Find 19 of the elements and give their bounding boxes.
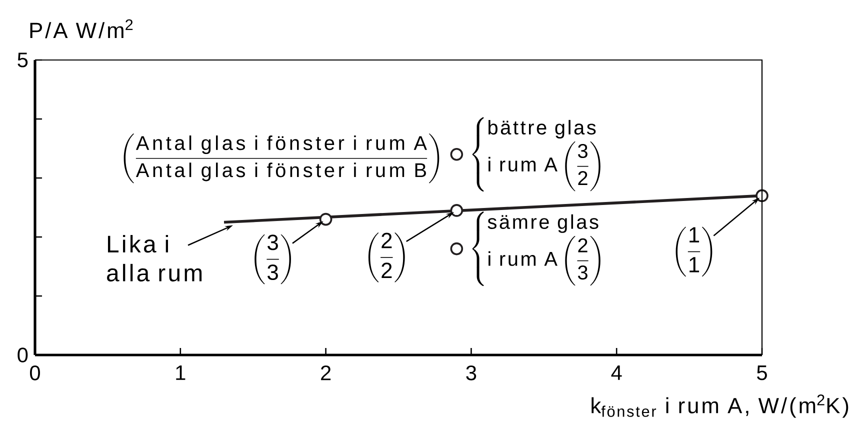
annotation: Lika i alla rum <box>107 235 202 282</box>
annotation: $\left(\frac{\mathsf{1}}{\mathsf{1}}\right)$ <box>676 226 712 276</box>
annotation: $\left(\frac{\mbox{Antal glas i fönster i rum A}}{\mbox{Antal glas i fönster i rum B}}\right)$ <box>124 134 440 184</box>
y-axis-title: P/A W/m$^{2}$ <box>30 19 133 38</box>
annotation: $\left(\frac{\mathsf{2}}{\mathsf{2}}\right)$ <box>368 232 405 282</box>
x-tick-label: 5 <box>757 366 767 380</box>
x-tick-label: 0 <box>30 366 40 380</box>
annotation: $\left\{\begin{array}{@{}l@{}}\mbox{sämre glas}\\\mbox{i rum A}\left(\dfrac{\mathsf{2}}{\mathsf{3}}\right)\end{array}\right.$ <box>472 212 600 286</box>
x-tick-label: 4 <box>611 366 622 380</box>
x-tick-label: 3 <box>466 366 476 380</box>
point <box>450 204 464 217</box>
x-tick-label: 1 <box>176 366 186 380</box>
point <box>450 242 464 256</box>
point <box>319 212 332 226</box>
x-axis-title: k$_{fönster}$ i rum A, W/(m$^{2}$K) <box>592 394 848 418</box>
point <box>450 148 464 161</box>
annotation: $\left\{\begin{array}{@{}l@{}}\mbox{bättre glas}\\\mbox{i rum A}\left(\dfrac{\mathsf{3}}{\mathsf{2}}\right)\end{array}\right.$ <box>472 117 600 192</box>
annotation: $\left(\frac{\mathsf{3}}{\mathsf{3}}\right)$ <box>254 234 291 284</box>
x-tick-label: 2 <box>321 366 331 380</box>
